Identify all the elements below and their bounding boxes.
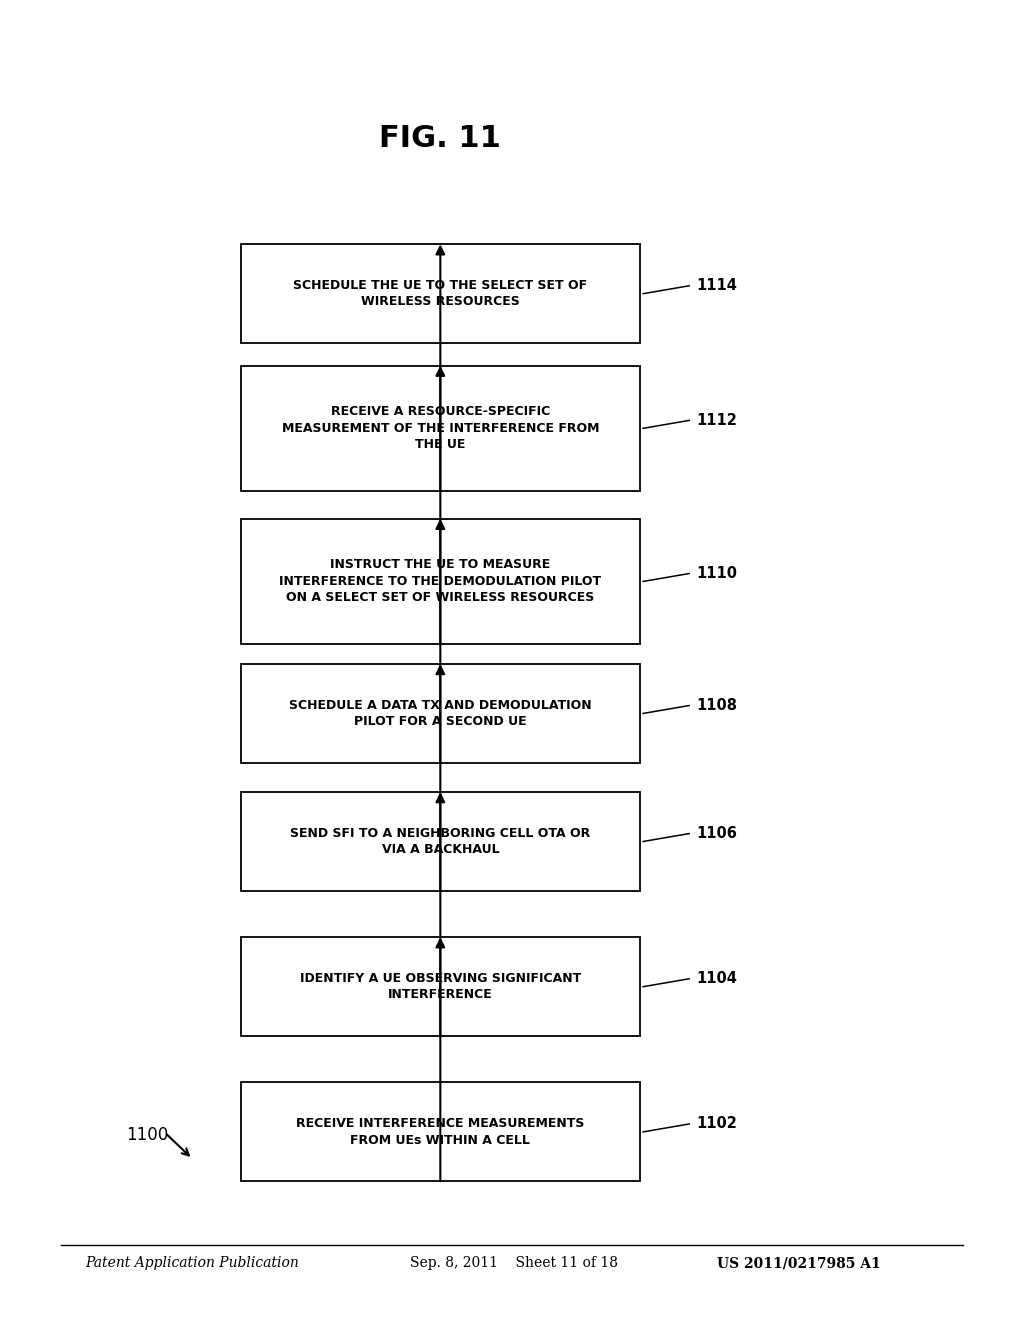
- Bar: [241, 1082, 640, 1181]
- Text: 1112: 1112: [696, 413, 737, 428]
- Text: Patent Application Publication: Patent Application Publication: [85, 1257, 299, 1270]
- Text: Sep. 8, 2011    Sheet 11 of 18: Sep. 8, 2011 Sheet 11 of 18: [410, 1257, 617, 1270]
- Text: RECEIVE INTERFERENCE MEASUREMENTS
FROM UEs WITHIN A CELL: RECEIVE INTERFERENCE MEASUREMENTS FROM U…: [296, 1117, 585, 1147]
- Text: 1100: 1100: [126, 1126, 168, 1144]
- Bar: [241, 519, 640, 644]
- Text: INSTRUCT THE UE TO MEASURE
INTERFERENCE TO THE DEMODULATION PILOT
ON A SELECT SE: INSTRUCT THE UE TO MEASURE INTERFERENCE …: [280, 558, 601, 605]
- Text: 1110: 1110: [696, 566, 737, 581]
- Bar: [241, 664, 640, 763]
- Text: SCHEDULE THE UE TO THE SELECT SET OF
WIRELESS RESOURCES: SCHEDULE THE UE TO THE SELECT SET OF WIR…: [293, 279, 588, 309]
- Text: IDENTIFY A UE OBSERVING SIGNIFICANT
INTERFERENCE: IDENTIFY A UE OBSERVING SIGNIFICANT INTE…: [300, 972, 581, 1002]
- Text: SCHEDULE A DATA TX AND DEMODULATION
PILOT FOR A SECOND UE: SCHEDULE A DATA TX AND DEMODULATION PILO…: [289, 698, 592, 729]
- Text: 1102: 1102: [696, 1117, 737, 1131]
- Text: FIG. 11: FIG. 11: [379, 124, 502, 153]
- Bar: [241, 244, 640, 343]
- Text: US 2011/0217985 A1: US 2011/0217985 A1: [717, 1257, 881, 1270]
- Text: RECEIVE A RESOURCE-SPECIFIC
MEASUREMENT OF THE INTERFERENCE FROM
THE UE: RECEIVE A RESOURCE-SPECIFIC MEASUREMENT …: [282, 405, 599, 451]
- Text: 1108: 1108: [696, 698, 737, 713]
- Text: SEND SFI TO A NEIGHBORING CELL OTA OR
VIA A BACKHAUL: SEND SFI TO A NEIGHBORING CELL OTA OR VI…: [290, 826, 591, 857]
- Text: 1114: 1114: [696, 279, 737, 293]
- Bar: [241, 937, 640, 1036]
- Text: 1104: 1104: [696, 972, 737, 986]
- Text: 1106: 1106: [696, 826, 737, 841]
- Bar: [241, 792, 640, 891]
- Bar: [241, 366, 640, 491]
